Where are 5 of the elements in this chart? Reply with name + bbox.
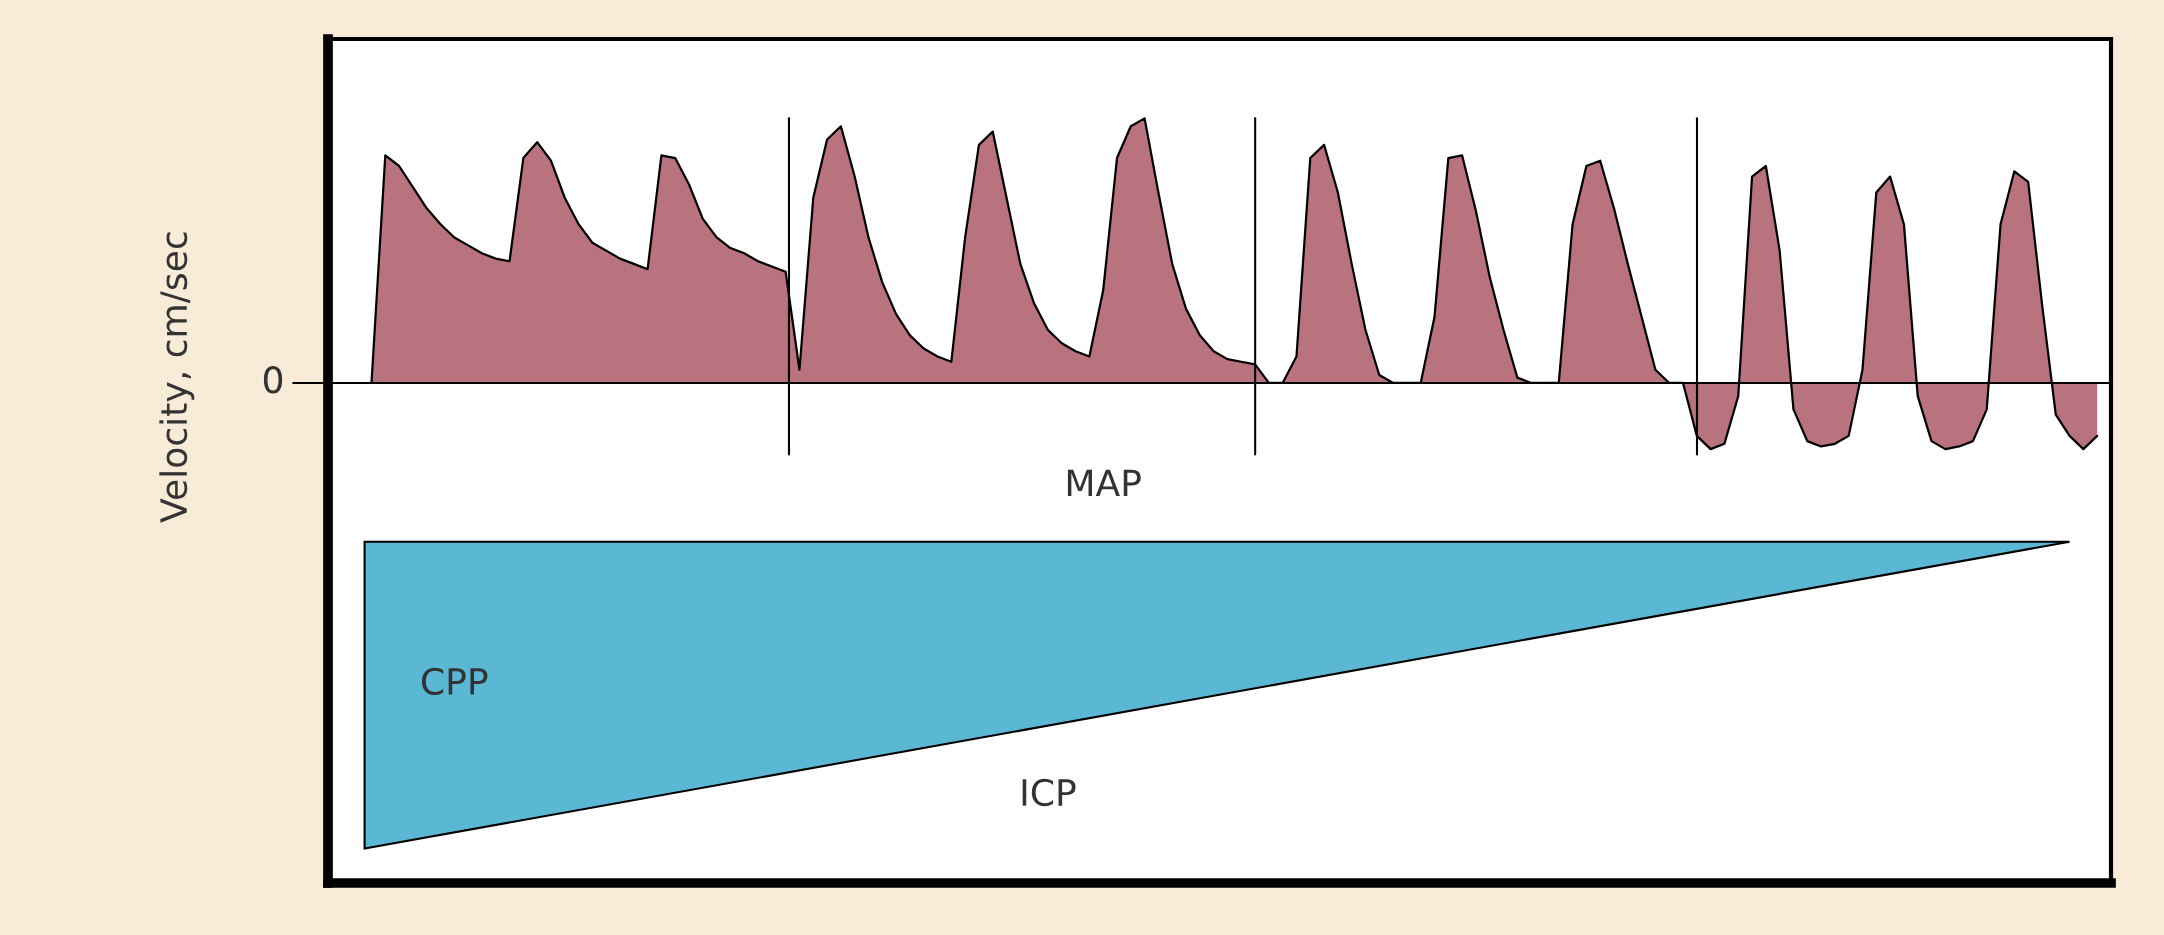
y-axis-title: Velocity, cm/sec <box>159 232 195 523</box>
text: MAP <box>1067 469 1141 497</box>
ref-line-label: 0 <box>263 366 283 394</box>
text: ICP <box>1022 778 1076 807</box>
text: CPP <box>421 667 488 696</box>
